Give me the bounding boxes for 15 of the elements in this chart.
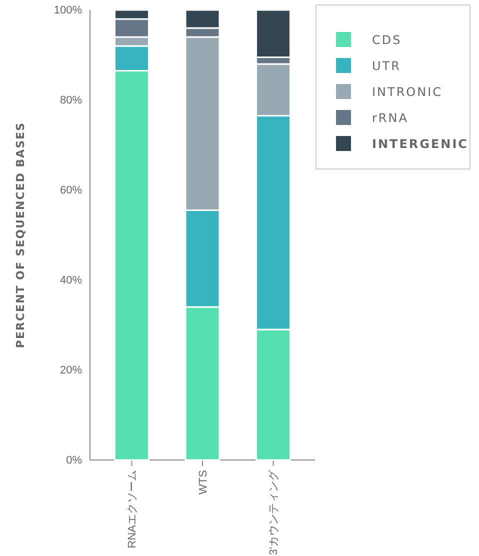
y-tick-label: 60%	[60, 184, 82, 197]
legend-label: UTR	[372, 59, 401, 74]
y-tick-label: 20%	[60, 364, 82, 377]
legend-label: INTERGENIC	[372, 137, 468, 152]
legend-label: CDS	[372, 33, 402, 48]
y-tick-label: 80%	[60, 94, 82, 107]
y-tick-label: 40%	[60, 274, 82, 287]
legend-label: rRNA	[372, 111, 408, 126]
y-axis-title: PERCENT OF SEQUENCED BASES	[14, 122, 27, 348]
y-tick-label: 0%	[66, 454, 82, 467]
x-tick-label: WTS	[197, 470, 210, 494]
legend-label: INTRONIC	[372, 85, 443, 100]
x-tick-label: 3'カウンティング	[268, 469, 280, 556]
y-tick-label: 100%	[54, 4, 82, 17]
x-tick-label: RNAエクソーム	[126, 470, 139, 548]
